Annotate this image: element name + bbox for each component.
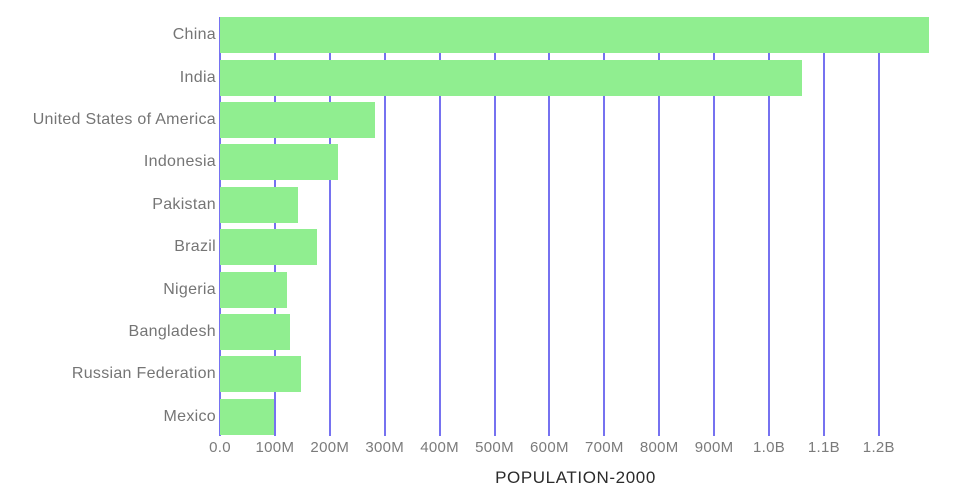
x-tick-label-500m: 500M [475,439,514,456]
x-gridline-100m [273,17,276,436]
x-tick-label-800m: 800M [639,439,679,456]
x-tick-label-100m: 100M [255,439,295,456]
bar-bangladesh[interactable] [220,314,291,350]
y-label-brazil: Brazil [174,238,216,256]
x-tick-label-700m: 700M [584,439,624,456]
y-label-bangladesh: Bangladesh [128,322,216,340]
x-gridline-400m [438,17,441,436]
x-gridline-200m [328,17,331,436]
x-gridline-1-1b [822,17,825,436]
x-gridline-1-2b [877,17,880,436]
x-gridline-800m [658,17,661,436]
x-gridline-500m [493,17,496,436]
x-tick-label-400m: 400M [420,439,459,456]
x-gridline-0-0 [219,17,221,436]
x-tick-label-600m: 600M [530,439,569,456]
bar-united-states-of-america[interactable] [220,102,375,138]
x-tick-label-300m: 300M [365,439,405,456]
x-tick-label-1-2b: 1.2B [862,439,895,456]
x-tick-label-1-0b: 1.0B [753,439,786,456]
y-label-nigeria: Nigeria [163,280,216,298]
bar-russian-federation[interactable] [220,356,301,393]
x-tick-label-1-1b: 1.1B [807,439,840,456]
bar-nigeria[interactable] [220,271,288,308]
x-tick-label-200m: 200M [310,439,350,456]
bar-china[interactable] [220,17,929,54]
bar-pakistan[interactable] [220,186,299,223]
y-label-russian-federation: Russian Federation [71,365,216,383]
bar-brazil[interactable] [220,229,317,266]
y-label-pakistan: Pakistan [152,195,216,213]
bar-indonesia[interactable] [220,144,338,181]
x-gridline-900m [713,17,716,436]
y-label-united-states-of-america: United States of America [32,110,216,128]
x-gridline-300m [383,17,386,436]
bar-india[interactable] [220,59,802,96]
y-label-china: China [172,26,216,44]
x-tick-label-900m: 900M [694,439,734,456]
chart-title: POPULATION-2000 [495,468,656,487]
x-gridline-700m [603,17,606,436]
y-label-mexico: Mexico [163,407,216,425]
x-gridline-600m [548,17,551,436]
y-label-india: India [179,68,216,86]
y-label-indonesia: Indonesia [143,153,216,171]
x-gridline-1-0b [768,17,771,436]
bar-mexico[interactable] [220,398,274,435]
x-tick-label-0-0: 0.0 [209,439,231,456]
